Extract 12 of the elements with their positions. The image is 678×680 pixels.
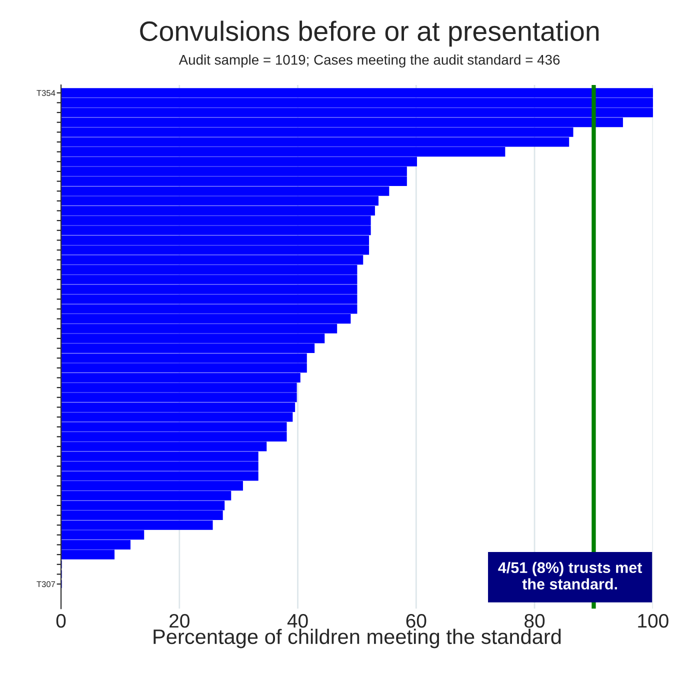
x-tick-label: 40 <box>287 614 308 628</box>
x-tick-label: 100 <box>638 614 668 628</box>
chart-subtitle: Audit sample = 1019; Cases meeting the audit standard = 436 <box>178 54 560 68</box>
x-tick-label: 60 <box>406 614 426 628</box>
x-axis-title: Percentage of children meeting the standard <box>154 628 561 648</box>
x-tick-label: 80 <box>524 614 545 628</box>
annotation: 4/51 (8%) trusts met the standard. <box>498 562 642 590</box>
x-tick-label: 20 <box>170 614 190 628</box>
x-tick-label: 0 <box>56 614 66 628</box>
chart-title: Convulsions before or at presentation <box>140 20 599 47</box>
y-tick-label: T354 <box>36 90 56 96</box>
y-tick-label: T307 <box>36 581 56 588</box>
